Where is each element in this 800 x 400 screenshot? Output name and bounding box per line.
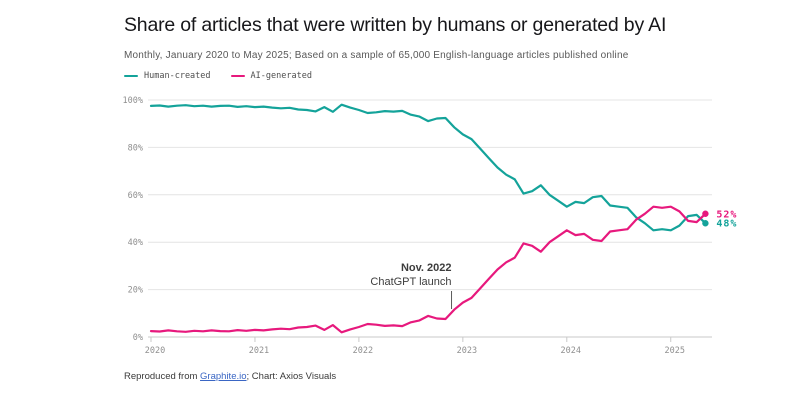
source-suffix: ; Chart: Axios Visuals (246, 371, 337, 382)
ai-line-swatch (230, 74, 245, 78)
human-created-line (149, 103, 707, 232)
series-end-dot (702, 220, 709, 227)
ai-generated-line (149, 205, 707, 334)
legend-label-human: Human-created (144, 71, 211, 81)
y-tick-label: 60% (128, 191, 143, 201)
x-tick-label: 2020 (145, 346, 165, 356)
chart-title: Share of articles that were written by h… (124, 14, 667, 36)
source-link[interactable]: Graphite.io (200, 371, 247, 382)
series-end-dot (702, 210, 709, 217)
chart-subtitle: Monthly, January 2020 to May 2025; Based… (124, 50, 629, 61)
legend-item-ai: AI-generated (230, 71, 312, 81)
legend-label-ai: AI-generated (250, 71, 312, 81)
y-tick-label: 20% (128, 286, 143, 296)
y-tick-label: 100% (123, 96, 143, 106)
legend-item-human: Human-created (124, 71, 211, 81)
annotation-text: ChatGPT launch (370, 276, 451, 288)
x-tick-label: 2022 (353, 346, 373, 356)
annotation-date: Nov. 2022 (401, 262, 452, 274)
series-end-label: 48% (716, 219, 737, 230)
legend: Human-created AI-generated (124, 71, 312, 81)
human-line-swatch (124, 74, 138, 78)
source-credit: Reproduced from Graphite.io; Chart: Axio… (124, 371, 336, 382)
source-prefix: Reproduced from (124, 371, 201, 382)
x-tick-label: 2025 (665, 346, 685, 356)
y-tick-label: 40% (128, 238, 143, 248)
series-end-label: 52% (716, 209, 737, 220)
x-tick-label: 2023 (457, 346, 477, 356)
y-tick-label: 80% (128, 143, 143, 153)
y-tick-label: 0% (133, 333, 143, 343)
x-tick-label: 2021 (249, 346, 269, 356)
x-tick-label: 2024 (561, 346, 581, 356)
